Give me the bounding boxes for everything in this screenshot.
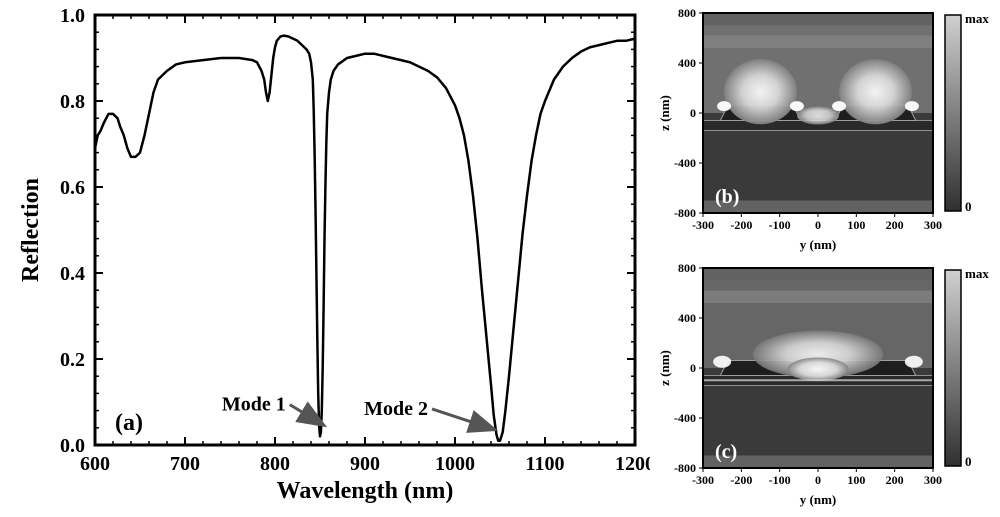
svg-text:0.0: 0.0 [60, 435, 85, 457]
svg-text:(c): (c) [715, 441, 737, 463]
svg-text:200: 200 [886, 473, 904, 487]
svg-text:Mode 1: Mode 1 [222, 394, 286, 416]
svg-text:(b): (b) [715, 186, 739, 208]
svg-text:0.2: 0.2 [60, 349, 85, 371]
svg-text:-400: -400 [674, 156, 696, 170]
svg-text:-200: -200 [730, 473, 752, 487]
svg-text:300: 300 [924, 473, 942, 487]
svg-text:1000: 1000 [435, 453, 475, 475]
svg-text:700: 700 [170, 453, 200, 475]
svg-text:800: 800 [678, 6, 696, 20]
svg-text:0: 0 [965, 199, 972, 214]
svg-text:0.4: 0.4 [60, 263, 85, 285]
svg-text:1200: 1200 [615, 453, 650, 475]
svg-text:(a): (a) [115, 410, 143, 436]
svg-text:0: 0 [815, 473, 821, 487]
svg-text:0.8: 0.8 [60, 91, 85, 113]
svg-text:0: 0 [690, 361, 696, 375]
svg-text:1100: 1100 [526, 453, 565, 475]
svg-text:0: 0 [965, 454, 972, 469]
svg-text:800: 800 [678, 261, 696, 275]
svg-text:-300: -300 [692, 218, 714, 232]
svg-text:400: 400 [678, 56, 696, 70]
svg-text:1.0: 1.0 [60, 5, 85, 27]
svg-text:-800: -800 [674, 206, 696, 220]
svg-text:z (nm): z (nm) [657, 95, 672, 131]
svg-text:-100: -100 [769, 218, 791, 232]
svg-text:-300: -300 [692, 473, 714, 487]
svg-text:400: 400 [678, 311, 696, 325]
svg-text:Reflection: Reflection [18, 178, 44, 282]
svg-text:max: max [965, 11, 989, 26]
svg-text:900: 900 [350, 453, 380, 475]
svg-text:y (nm): y (nm) [800, 492, 836, 507]
svg-text:0: 0 [815, 218, 821, 232]
svg-text:max: max [965, 266, 989, 281]
svg-text:y (nm): y (nm) [800, 237, 836, 252]
svg-text:800: 800 [260, 453, 290, 475]
svg-text:100: 100 [847, 218, 865, 232]
svg-text:-400: -400 [674, 411, 696, 425]
svg-text:-800: -800 [674, 461, 696, 475]
svg-text:-200: -200 [730, 218, 752, 232]
svg-text:0: 0 [690, 106, 696, 120]
panel-b: -300 -200 -100 0 100 200 300 -800 -400 0 400 800 y (… [655, 5, 995, 255]
svg-text:300: 300 [924, 218, 942, 232]
panel-c: -300 -200 -100 0 100 200 300 -800 -400 0 400 800 y (… [655, 260, 995, 510]
panel-a: 6007008009001000110012000.00.20.40.60.81… [10, 5, 650, 510]
figure: 6007008009001000110012000.00.20.40.60.81… [0, 0, 1000, 517]
svg-text:Mode 2: Mode 2 [364, 398, 428, 420]
svg-text:z (nm): z (nm) [657, 350, 672, 386]
svg-text:Wavelength (nm): Wavelength (nm) [277, 478, 454, 504]
svg-text:-100: -100 [769, 473, 791, 487]
svg-text:200: 200 [886, 218, 904, 232]
svg-text:100: 100 [847, 473, 865, 487]
svg-text:0.6: 0.6 [60, 177, 85, 199]
